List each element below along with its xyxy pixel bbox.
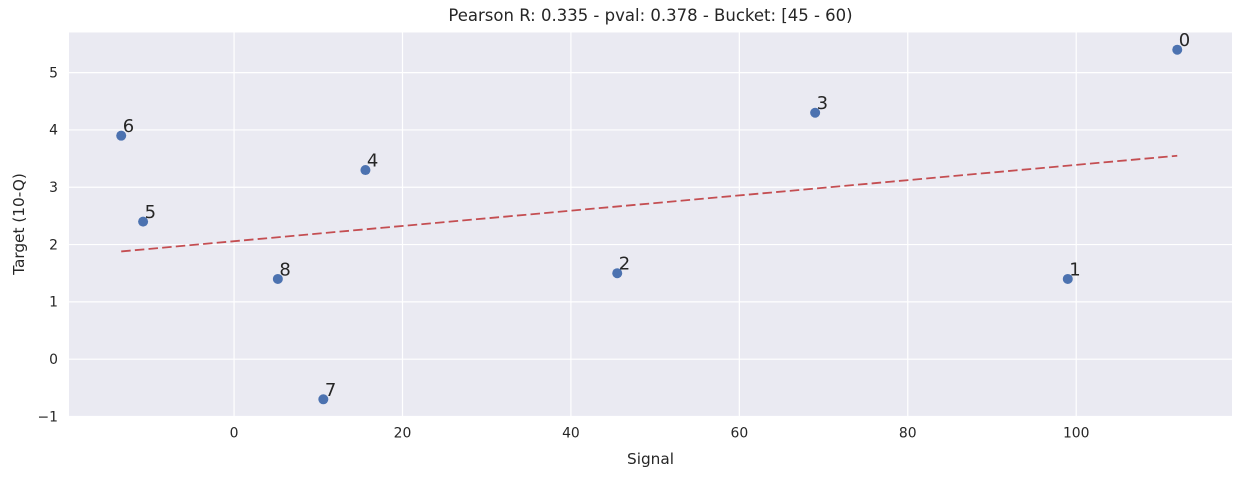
y-tick-label: 5 <box>49 65 58 81</box>
y-axis-label: Target (10-Q) <box>10 173 28 275</box>
data-point <box>1062 273 1073 284</box>
y-tick-label: −1 <box>38 409 58 425</box>
data-point-label: 4 <box>367 151 378 172</box>
x-tick-label: 100 <box>1063 426 1090 442</box>
plot-background <box>69 32 1232 417</box>
data-point <box>138 216 149 227</box>
x-tick-label: 20 <box>394 426 412 442</box>
data-point <box>1172 44 1183 55</box>
x-tick-label: 0 <box>230 426 239 442</box>
data-point-label: 8 <box>279 259 290 280</box>
data-point-label: 3 <box>817 93 828 114</box>
data-point-label: 2 <box>619 254 630 275</box>
data-point-label: 0 <box>1179 30 1190 51</box>
data-point <box>272 273 283 284</box>
x-tick-label: 60 <box>731 426 749 442</box>
data-point <box>318 394 329 405</box>
data-point-label: 5 <box>145 202 156 223</box>
y-tick-label: 3 <box>49 180 58 196</box>
data-point <box>612 268 623 279</box>
data-point-label: 7 <box>325 380 336 401</box>
trend-line <box>121 154 1178 253</box>
x-axis-label: Signal <box>627 450 674 468</box>
x-tick-label: 80 <box>899 426 917 442</box>
y-tick-label: 4 <box>49 123 58 139</box>
data-point <box>360 165 371 176</box>
y-tick-label: 2 <box>49 237 58 253</box>
y-tick-label: 1 <box>49 295 58 311</box>
chart-title: Pearson R: 0.335 - pval: 0.378 - Bucket:… <box>448 6 853 25</box>
y-tick-label: 0 <box>49 352 58 368</box>
data-point-label: 6 <box>123 116 134 137</box>
data-point <box>116 130 127 141</box>
data-point-label: 1 <box>1069 259 1080 280</box>
x-tick-label: 40 <box>562 426 580 442</box>
data-point <box>810 107 821 118</box>
